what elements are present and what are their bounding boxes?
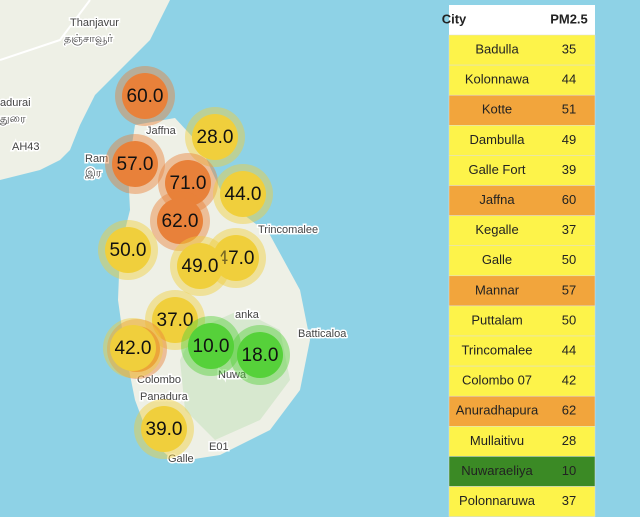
pm-cell: 42 (562, 373, 576, 388)
table-row-bg (448, 335, 596, 367)
pm-cell: 37 (562, 222, 576, 237)
marker-label: 57.0 (117, 154, 154, 175)
place-label: E01 (209, 441, 229, 453)
place-label: adurai (0, 97, 31, 109)
table-row-bg (448, 275, 596, 307)
pm-cell: 49 (562, 132, 576, 147)
marker-label: 18.0 (242, 345, 279, 366)
pm-cell: 57 (562, 282, 576, 297)
marker (237, 332, 283, 378)
pm-cell: 50 (562, 252, 576, 267)
place-label: Nuwa (218, 369, 247, 381)
table-row-bg (448, 395, 596, 427)
table-row-bg (448, 456, 596, 487)
place-label: Trincomalee (258, 224, 318, 236)
place-label: தஞ்சாவூர் (64, 33, 113, 45)
city-cell: Galle Fort (468, 162, 525, 177)
table-row-bg (448, 34, 596, 66)
pm-cell: 28 (562, 433, 576, 448)
pm-cell: 60 (562, 192, 576, 207)
place-label: Panadura (140, 391, 189, 403)
city-cell: Trincomalee (461, 342, 532, 357)
place-label: துரை (0, 113, 26, 125)
table-row-bg (448, 185, 596, 216)
marker-label: 71.0 (170, 173, 207, 194)
marker (157, 198, 203, 244)
marker-label: 50.0 (110, 240, 147, 261)
marker (165, 160, 211, 206)
marker-label: 62.0 (162, 211, 199, 232)
city-cell: Badulla (475, 41, 519, 56)
road (0, 0, 91, 61)
city-cell: Galle (482, 252, 512, 267)
pm-cell: 44 (562, 342, 576, 357)
place-label: இர (85, 167, 102, 179)
pm-cell: 50 (562, 312, 576, 327)
place-label: Thanjavur (70, 17, 119, 29)
place-label: Galle (168, 453, 194, 465)
table-row-bg (448, 426, 596, 457)
pm-cell: 62 (562, 403, 576, 418)
city-cell: Kotte (482, 102, 512, 117)
city-cell: Anuradhapura (456, 403, 539, 418)
table-row-bg (448, 245, 596, 277)
place-label: Batticaloa (298, 328, 347, 340)
marker-label: 60.0 (127, 86, 164, 107)
table-row-bg (448, 486, 596, 517)
pm-cell: 39 (562, 162, 576, 177)
city-cell: Kolonnawa (465, 72, 530, 87)
marker-label: 49.0 (182, 256, 219, 277)
marker (220, 171, 266, 217)
table-row-bg (448, 125, 596, 156)
table-row-bg (448, 215, 596, 246)
marker-label: 10.0 (193, 336, 230, 357)
marker (192, 114, 238, 160)
place-label: Colombo (137, 374, 181, 386)
marker-label: 44.0 (225, 184, 262, 205)
table-row-bg (448, 305, 596, 337)
table-row-bg (448, 155, 596, 186)
place-label: Jaffna (146, 125, 177, 137)
city-cell: Nuwaraeliya (461, 463, 533, 478)
table-header-bg (449, 5, 595, 35)
pm-cell: 51 (562, 102, 576, 117)
place-label: anka (235, 309, 260, 321)
city-cell: Puttalam (471, 312, 522, 327)
marker-label: 39.0 (146, 419, 183, 440)
pm-cell: 37 (562, 493, 576, 508)
pm-cell: 44 (562, 72, 576, 87)
city-cell: Mullaitivu (470, 433, 524, 448)
marker-label: 42.0 (115, 338, 152, 359)
marker (105, 227, 151, 273)
table-row-bg (448, 94, 596, 126)
table-row-bg (448, 64, 596, 96)
marker (213, 235, 259, 281)
city-cell: Dambulla (470, 132, 526, 147)
city-cell: Colombo 07 (462, 373, 532, 388)
table-header: City (442, 11, 467, 26)
table-header: PM2.5 (550, 11, 588, 26)
marker (152, 297, 198, 343)
pm-cell: 35 (562, 41, 576, 56)
marker (112, 141, 158, 187)
city-cell: Mannar (475, 282, 520, 297)
city-cell: Kegalle (475, 222, 518, 237)
marker-label: 47.0 (218, 248, 255, 269)
place-label: AH43 (12, 141, 40, 153)
city-cell: Polonnaruwa (459, 493, 536, 508)
marker (141, 406, 187, 452)
pm-cell: 10 (562, 463, 576, 478)
marker-label: 28.0 (197, 127, 234, 148)
city-cell: Jaffna (479, 192, 515, 207)
place-label: Ram (85, 153, 108, 165)
marker (122, 73, 168, 119)
marker (188, 323, 234, 369)
marker (177, 243, 223, 289)
marker-label: 37.0 (157, 310, 194, 331)
marker (110, 325, 156, 371)
